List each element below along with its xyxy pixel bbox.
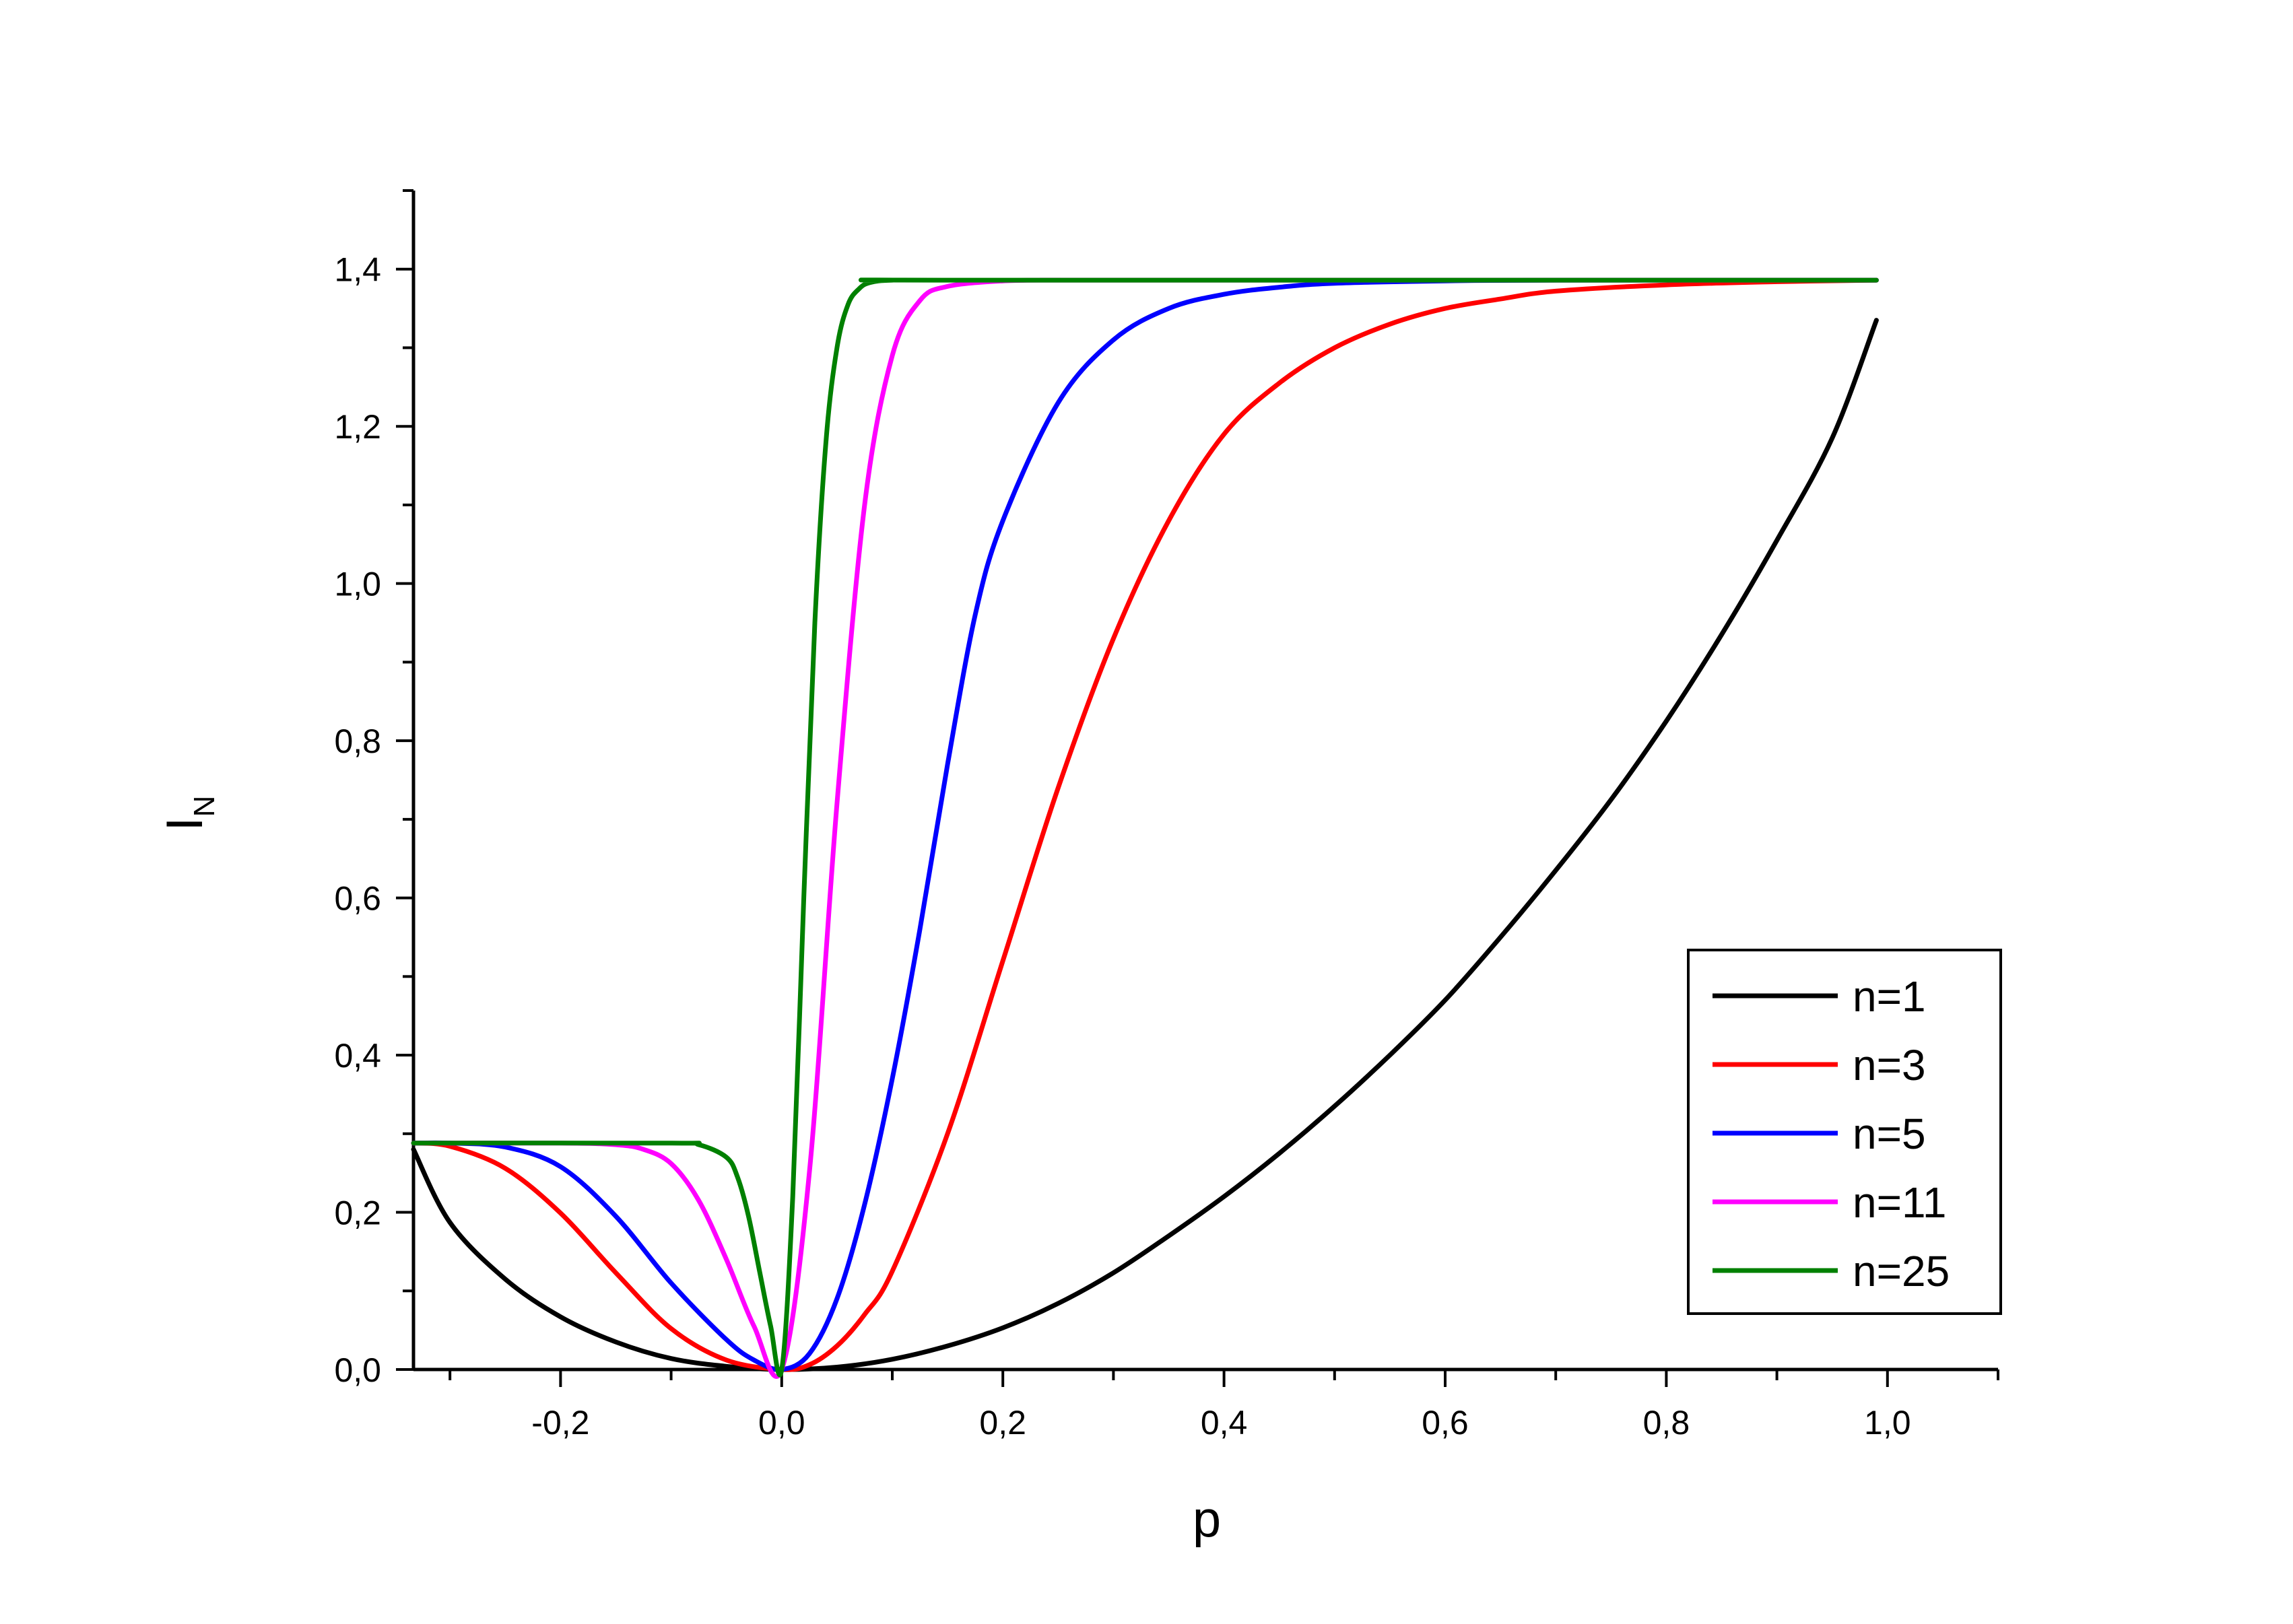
y-tick-label: 0,2 (334, 1194, 381, 1232)
legend-label: n=5 (1853, 1110, 1926, 1158)
series-lines (411, 277, 1879, 1379)
y-tick-label: 0,8 (334, 722, 381, 760)
x-tick-label: 0,0 (758, 1404, 805, 1442)
series-line-n-25 (411, 277, 1879, 1378)
y-tick-label: 1,4 (334, 251, 381, 289)
series-line-n-5 (411, 277, 1879, 1372)
y-axis-title-main: I (156, 817, 213, 831)
svg-text:IN: IN (156, 796, 221, 832)
y-axis-title-subscript: N (188, 796, 221, 817)
series-line-n-3 (411, 277, 1879, 1372)
x-tick-label: 1,0 (1864, 1404, 1911, 1442)
axes: -0,2 0,0 0,2 0,4 0,6 0,8 1,0 0,0 0,2 0,4 0,6 0,8 1,0… (334, 189, 1999, 1442)
y-axis-title: IN (156, 796, 221, 832)
legend-label: n=11 (1853, 1178, 1946, 1227)
x-tick-label: 0,4 (1201, 1404, 1248, 1442)
y-tick-label: 0,4 (334, 1037, 381, 1075)
y-tick-label: 0,6 (334, 880, 381, 918)
x-tick-label: 0,2 (979, 1404, 1026, 1442)
series-line-n-11 (411, 277, 1879, 1379)
y-tick-label: 0,0 (334, 1351, 381, 1389)
x-tick-label: -0,2 (531, 1404, 589, 1442)
legend-label: n=3 (1853, 1041, 1926, 1089)
legend-label: n=25 (1853, 1247, 1950, 1295)
y-tick-label: 1,2 (334, 408, 381, 446)
x-tick-label: 0,6 (1422, 1404, 1469, 1442)
y-tick-label: 1,0 (334, 566, 381, 603)
x-tick-label: 0,8 (1643, 1404, 1690, 1442)
legend-label: n=1 (1853, 972, 1926, 1021)
legend: n=1 n=3 n=5 n=11 n=25 (1687, 949, 2002, 1315)
x-axis-title: p (1193, 1491, 1221, 1548)
series-line-n-1 (411, 318, 1879, 1372)
